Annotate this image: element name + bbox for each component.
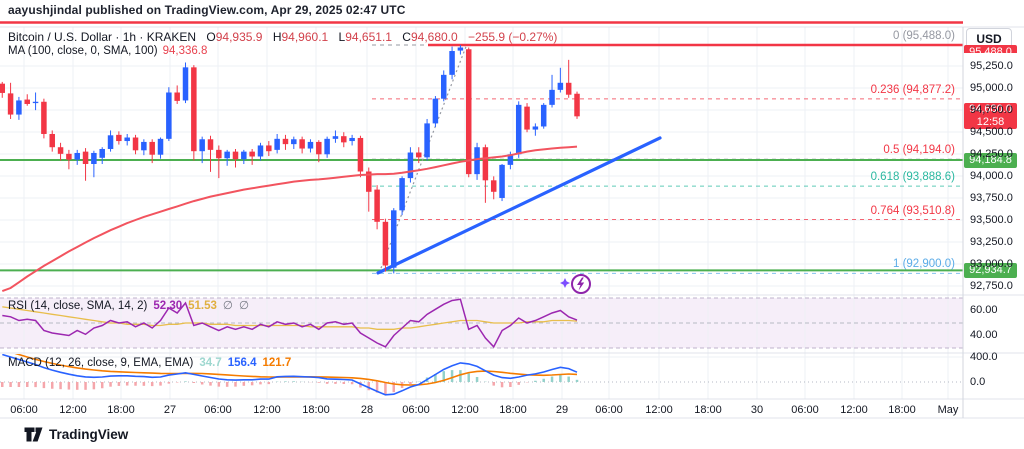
time-axis-tick: 12:00	[840, 404, 868, 416]
fib-level-label: 0 (95,488.0)	[892, 30, 955, 42]
ma-legend: MA (100, close, 0, SMA, 100) 94,336.8	[8, 45, 207, 57]
rsi-band	[0, 298, 963, 348]
tradingview-wordmark: TradingView	[49, 427, 129, 442]
price-scale-tick: 95,250.0	[970, 60, 1013, 72]
publish-header: aayushjindal published on TradingView.co…	[8, 3, 406, 17]
close-value: 94,680.0	[410, 30, 458, 44]
low-label: L	[338, 30, 346, 44]
macd-legend: MACD (12, 26, close, 9, EMA, EMA) 34.7 156…	[8, 357, 291, 369]
last-price-badge: 94,680.0 12:58	[964, 103, 1017, 129]
time-axis-tick: 06:00	[402, 404, 430, 416]
price-scale-tick: 94,750.0	[970, 104, 1013, 116]
macd-signal-value: 121.7	[262, 357, 292, 369]
tradingview-attribution[interactable]: TradingView	[24, 427, 128, 442]
price-scale-tick: 40.00	[970, 329, 998, 341]
time-axis-tick: 30	[750, 404, 764, 416]
rsi-value: 52.30	[153, 300, 183, 312]
time-axis-tick: May	[937, 404, 959, 416]
open-label: O	[206, 30, 216, 44]
time-axis-tick: 06:00	[204, 404, 232, 416]
ma100-line[interactable]	[1, 145, 578, 293]
price-scale-tick: 93,000.0	[970, 258, 1013, 270]
time-axis-tick: 18:00	[107, 404, 135, 416]
time-axis-tick: 27	[163, 404, 177, 416]
rsi-upper-band-value: ∅	[222, 300, 233, 312]
time-axis-tick: 18:00	[694, 404, 722, 416]
rsi-legend: RSI (14, close, SMA, 14, 2) 52.30 51.53 ∅ ∅	[8, 298, 249, 312]
time-axis-tick: 06:00	[10, 404, 38, 416]
open-value: 94,935.9	[215, 30, 263, 44]
ma-legend-title[interactable]: MA (100, close, 0, SMA, 100)	[8, 45, 158, 57]
time-axis-tick: 29	[555, 404, 569, 416]
pane-separators	[0, 26, 1024, 419]
fib-level-label: 0.764 (93,510.8)	[870, 204, 955, 217]
price-scale-tick: 94,250.0	[970, 148, 1013, 160]
price-scale-tick: 93,750.0	[970, 192, 1013, 204]
time-axis-tick: 06:00	[595, 404, 623, 416]
price-scale-tick: 93,250.0	[970, 236, 1013, 248]
horizontal-line-badge: 94,184.8	[964, 153, 1017, 168]
time-axis-tick: 06:00	[791, 404, 819, 416]
fib-level-label: 0.618 (93,888.6)	[870, 171, 955, 184]
high-label: H	[272, 30, 282, 44]
lightning-icon	[560, 274, 591, 294]
price-scale-tick: 94,500.0	[970, 126, 1013, 138]
ma-value: 94,336.8	[162, 45, 208, 57]
price-scale-tick: 94,000.0	[970, 170, 1013, 182]
time-axis-tick: 12:00	[451, 404, 479, 416]
candlestick-series	[0, 45, 580, 274]
horizontal-line-badge: 92,934.7	[964, 263, 1017, 278]
fib-level-label: 1 (92,900.0)	[892, 258, 955, 271]
price-scale-tick: 93,500.0	[970, 214, 1013, 226]
rsi-lower-band-value: ∅	[238, 300, 249, 312]
price-scale-tick: 400.0	[970, 351, 998, 363]
macd-histogram-value: 34.7	[199, 357, 222, 369]
bar-countdown: 12:58	[976, 116, 1005, 128]
symbol-title[interactable]: Bitcoin / U.S. Dollar · 1h · KRAKEN	[8, 30, 197, 44]
rsi-legend-title[interactable]: RSI (14, close, SMA, 14, 2)	[8, 300, 148, 312]
price-scale-tick: 0.0	[970, 376, 986, 388]
fib-level-label: 0.236 (94,877.2)	[870, 83, 955, 96]
close-label: C	[402, 30, 411, 44]
price-scale-tick: 95,000.0	[970, 82, 1013, 94]
time-axis-tick: 18:00	[499, 404, 527, 416]
rising-trend-line[interactable]	[376, 136, 662, 275]
time-axis-tick: 18:00	[888, 404, 916, 416]
price-scale-tick: 92,750.0	[970, 280, 1013, 292]
macd-legend-title[interactable]: MACD (12, 26, close, 9, EMA, EMA)	[8, 357, 194, 369]
rsi-ma-value: 51.53	[188, 300, 217, 312]
macd-line-value: 156.4	[227, 357, 257, 369]
time-axis-tick: 12:00	[59, 404, 87, 416]
fib-level-label: 0.5 (94,194.0)	[883, 144, 955, 157]
tradingview-logo-icon	[24, 427, 43, 442]
last-price: 94,680.0	[969, 103, 1012, 115]
macd-plot	[1, 354, 579, 396]
symbol-legend: Bitcoin / U.S. Dollar · 1h · KRAKEN O94,…	[8, 30, 557, 44]
high-value: 94,960.1	[281, 30, 329, 44]
low-value: 94,651.1	[345, 30, 392, 44]
change-value: −255.9 (−0.27%)	[468, 30, 558, 44]
rsi-plot	[2, 298, 578, 349]
time-axis-tick: 12:00	[645, 404, 673, 416]
time-axis-tick: 12:00	[253, 404, 281, 416]
price-scale-tick: 60.00	[970, 304, 998, 316]
time-axis-tick: 28	[360, 404, 374, 416]
time-axis-tick: 18:00	[302, 404, 330, 416]
clipped-price-line-badge: 95,488.0	[964, 45, 1017, 53]
